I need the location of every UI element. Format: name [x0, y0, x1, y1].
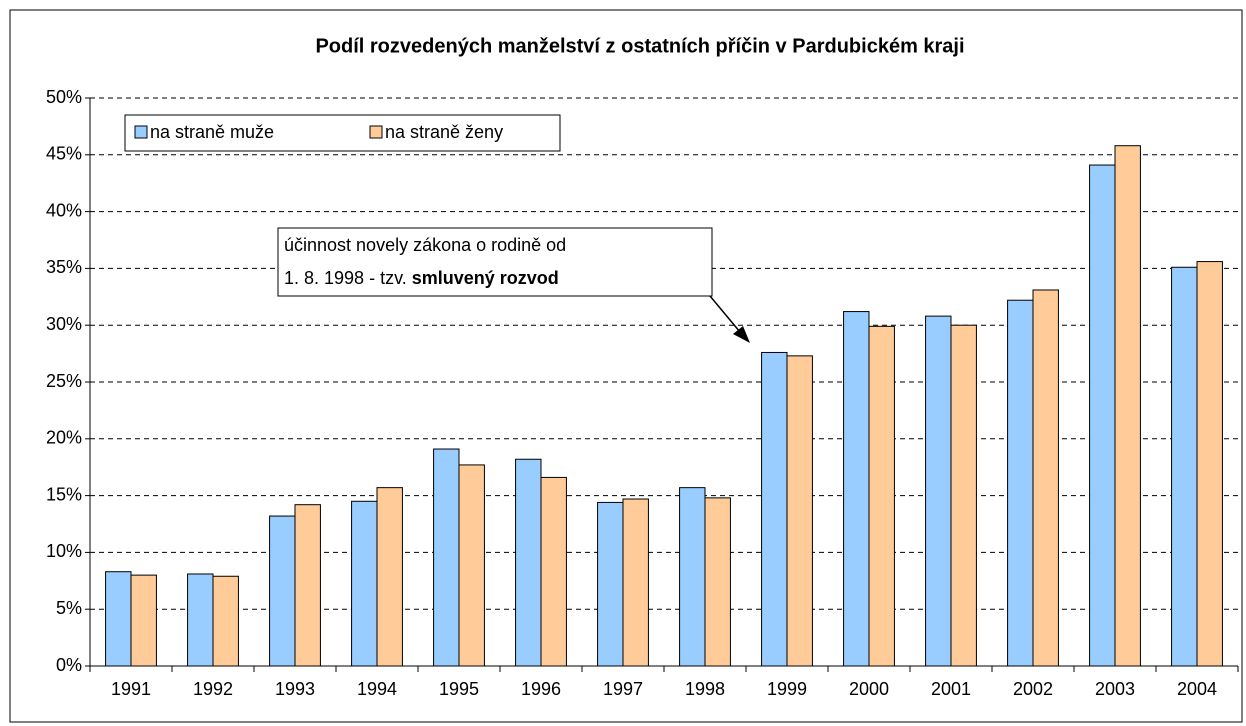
- bar: [786, 355, 813, 667]
- legend-label: na straně ženy: [385, 122, 503, 142]
- x-tick-label: 1994: [357, 679, 397, 699]
- x-tick-label: 2002: [1013, 679, 1053, 699]
- bar: [1171, 266, 1198, 667]
- bar: [679, 487, 706, 667]
- y-tick-label: 45%: [46, 144, 82, 164]
- legend-label: na straně muže: [150, 122, 274, 142]
- bar: [130, 574, 157, 667]
- bar: [1032, 289, 1059, 667]
- y-tick-label: 25%: [46, 371, 82, 391]
- bar: [843, 311, 870, 667]
- plot-area: 0% 5% 10% 15% 20% 25% 30% 35% 40% 45% 50% 1991 1992 1…: [46, 87, 1239, 699]
- y-tick-label: 30%: [46, 314, 82, 334]
- bar: [1114, 145, 1141, 667]
- x-tick-label: 2003: [1095, 679, 1135, 699]
- annotation-text: účinnost novely zákona o rodině od: [284, 235, 566, 255]
- legend: [124, 114, 561, 152]
- annotation-bold: smluvený rozvod: [412, 268, 559, 288]
- bar: [540, 476, 567, 667]
- bar: [925, 315, 952, 667]
- bar: [515, 458, 542, 667]
- x-tick-label: 1995: [439, 679, 479, 699]
- bar: [761, 351, 788, 667]
- bar: [269, 515, 296, 667]
- bar: [187, 573, 214, 667]
- y-tick-label: 50%: [46, 87, 82, 107]
- bar: [622, 498, 649, 667]
- y-tick-label: 10%: [46, 541, 82, 561]
- x-tick-label: 1998: [685, 679, 725, 699]
- x-tick-label: 2004: [1177, 679, 1217, 699]
- y-tick-label: 35%: [46, 257, 82, 277]
- y-tick-label: 20%: [46, 428, 82, 448]
- bar: [597, 501, 624, 667]
- bar: [351, 500, 378, 667]
- bar: [376, 487, 403, 667]
- x-tick-label: 2001: [931, 679, 971, 699]
- x-tick-label: 1991: [111, 679, 151, 699]
- annotation-text: 1. 8. 1998 - tzv. smluvený rozvod: [284, 268, 559, 288]
- chart-title: Podíl rozvedených manželství z ostatních…: [315, 35, 964, 57]
- bar: [294, 504, 321, 667]
- legend-items: na straně muže na straně ženy: [134, 122, 503, 142]
- x-tick-label: 1996: [521, 679, 561, 699]
- bar: [868, 325, 895, 667]
- y-tick-label: 40%: [46, 200, 82, 220]
- y-tick-label: 5%: [56, 598, 82, 618]
- bar: [105, 571, 132, 667]
- x-tick-label: 1997: [603, 679, 643, 699]
- bar: [1196, 261, 1223, 667]
- bar: [1007, 299, 1034, 667]
- bar: [950, 324, 977, 667]
- bar: [212, 575, 239, 667]
- annotation-text: 1. 8. 1998 - tzv.: [284, 268, 407, 288]
- x-tick-label: 1992: [193, 679, 233, 699]
- x-tick-label: 1993: [275, 679, 315, 699]
- y-tick-label: 15%: [46, 484, 82, 504]
- y-tick-label: 0%: [56, 655, 82, 675]
- annotation-arrow: [709, 295, 741, 333]
- x-tick-label: 1999: [767, 679, 807, 699]
- legend-swatch: [369, 125, 383, 139]
- x-tick-label: 2000: [849, 679, 889, 699]
- bar: [704, 497, 731, 667]
- bar: [433, 448, 460, 667]
- annotation-box: [277, 227, 713, 297]
- bar: [458, 464, 485, 667]
- bar: [1089, 164, 1116, 667]
- annotation-arrowhead: [733, 326, 750, 343]
- legend-swatch: [134, 125, 148, 139]
